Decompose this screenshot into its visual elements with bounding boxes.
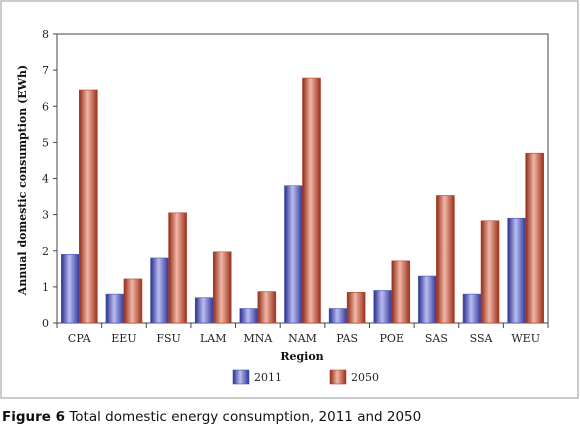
chart-frame: 0 1 2 3 4 5 6 7 8 CPA EEU FSU LAM MNA NAM PAS POE SAS SSA W…	[0, 0, 579, 399]
x-tick-label: CPA	[68, 332, 92, 345]
figure-label: Figure 6	[2, 409, 66, 425]
bar-2011-POE	[373, 290, 393, 324]
legend: 2011 2050	[232, 369, 379, 385]
bar-2050-SSA	[480, 220, 500, 324]
bar-2050-LAM	[212, 251, 232, 324]
bar-2011-SAS	[418, 275, 437, 324]
bar-2050-POE	[391, 260, 411, 324]
bar-2011-PAS	[328, 308, 348, 324]
bar-2050-MNA	[257, 291, 277, 324]
legend-swatch-2050	[329, 369, 347, 385]
y-tick-label: 5	[42, 136, 49, 149]
bar-2011-SSA	[462, 293, 482, 324]
x-tick-label: LAM	[200, 332, 227, 345]
bar-2050-SAS	[436, 195, 455, 324]
y-tick-label: 4	[42, 173, 49, 186]
legend-label-2011: 2011	[254, 371, 282, 384]
bar-2011-EEU	[105, 293, 125, 324]
legend-swatch-2011	[232, 369, 250, 385]
x-tick-label: EEU	[111, 332, 136, 345]
y-tick-label: 0	[42, 317, 49, 330]
figure-caption: Figure 6 Total domestic energy consumpti…	[2, 409, 421, 425]
x-tick-label: POE	[380, 332, 404, 345]
bar-2050-EEU	[123, 278, 143, 324]
y-tick-label: 6	[42, 100, 49, 113]
bar-2011-LAM	[194, 297, 214, 324]
bar-2011-NAM	[284, 185, 303, 324]
bar-2011-CPA	[61, 254, 80, 324]
x-tick-label: NAM	[288, 332, 317, 345]
figure-caption-text: Total domestic energy consumption, 2011 …	[69, 409, 422, 425]
y-tick-label: 2	[42, 245, 49, 258]
y-tick-label: 3	[42, 209, 49, 222]
x-tick-label: PAS	[336, 332, 358, 345]
bar-chart: 0 1 2 3 4 5 6 7 8 CPA EEU FSU LAM MNA NAM PAS POE SAS SSA W…	[0, 0, 579, 399]
x-tick-label: SAS	[425, 332, 448, 345]
y-tick-label: 7	[42, 64, 49, 77]
bar-2011-FSU	[150, 257, 169, 324]
bar-2011-MNA	[239, 308, 259, 324]
bar-2050-CPA	[79, 89, 98, 324]
bar-2050-WEU	[525, 152, 544, 324]
x-tick-label: FSU	[156, 332, 180, 345]
x-axis-title: Region	[280, 350, 323, 363]
legend-label-2050: 2050	[351, 371, 379, 384]
bar-2050-NAM	[302, 77, 321, 324]
bar-2050-PAS	[346, 291, 366, 324]
x-tick-label: WEU	[511, 332, 540, 345]
y-axis-title: Annual domestic consumption (EWh)	[16, 65, 29, 296]
x-tick-label: MNA	[243, 332, 273, 345]
bar-2011-WEU	[507, 217, 526, 324]
y-tick-label: 8	[42, 28, 49, 41]
x-tick-label: SSA	[470, 332, 494, 345]
y-tick-label: 1	[42, 281, 49, 294]
bar-2050-FSU	[168, 212, 187, 324]
